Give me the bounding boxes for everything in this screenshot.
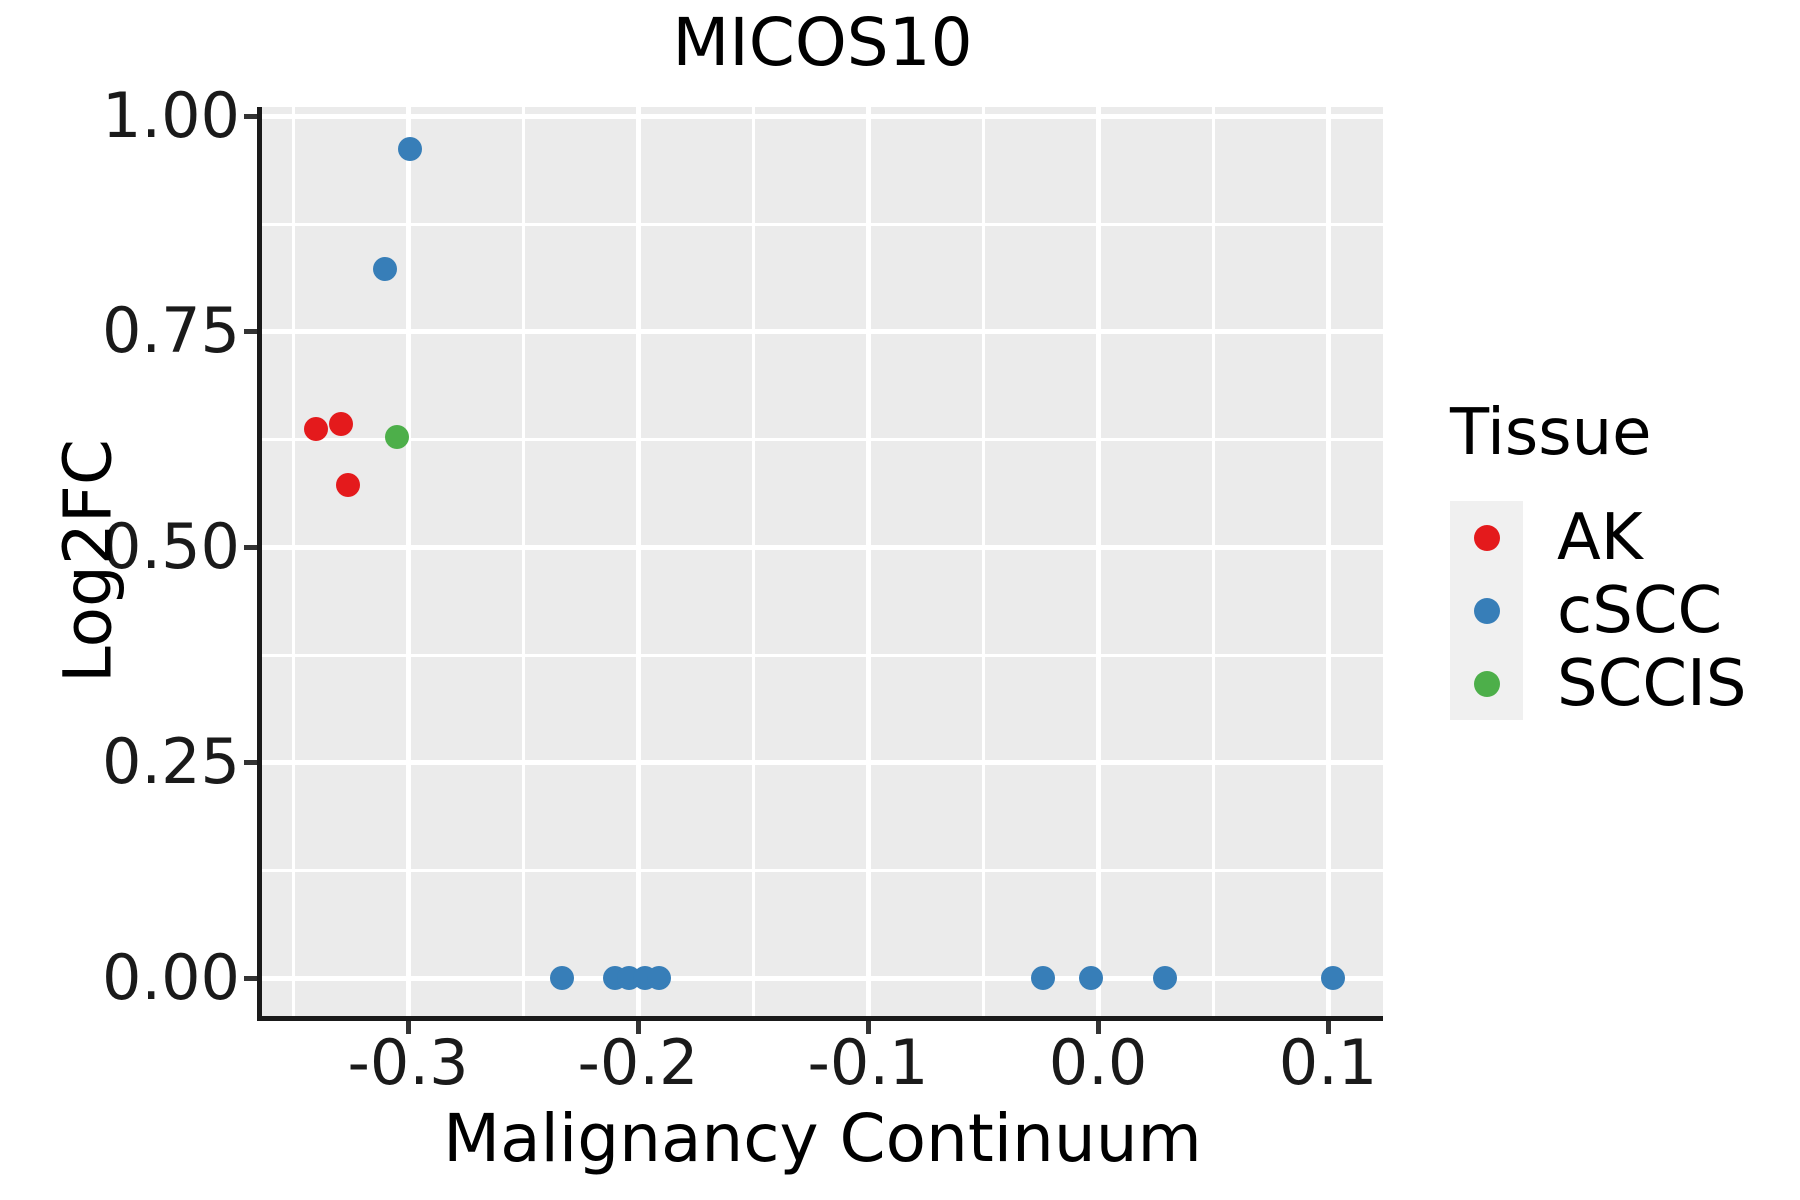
y-major-gridline	[262, 544, 1383, 550]
y-minor-gridline	[262, 653, 1383, 657]
legend-item-label: AK	[1557, 500, 1643, 575]
y-minor-gridline	[262, 438, 1383, 442]
legend-item-ak: AK	[1450, 500, 1747, 575]
x-major-gridline	[866, 107, 872, 1016]
legend-title: Tissue	[1450, 396, 1652, 470]
x-tick	[636, 1021, 642, 1034]
x-tick-label: -0.3	[347, 1026, 469, 1099]
y-axis-line	[257, 107, 262, 1021]
x-minor-gridline	[292, 107, 296, 1016]
y-tick-label: 1.00	[101, 78, 240, 152]
x-tick	[866, 1021, 872, 1034]
legend-dot-icon	[1473, 524, 1500, 551]
plot-title: MICOS10	[672, 4, 973, 81]
y-major-gridline	[262, 113, 1383, 119]
data-point-ak	[329, 411, 354, 436]
x-tick	[406, 1021, 412, 1034]
legend-key	[1450, 501, 1523, 575]
x-tick-label: 0.0	[1048, 1026, 1148, 1099]
legend-key	[1450, 647, 1523, 721]
data-point-cscc	[1030, 965, 1055, 990]
data-point-cscc	[373, 256, 398, 281]
x-tick-label: -0.1	[807, 1026, 929, 1099]
y-tick	[244, 975, 257, 981]
x-minor-gridline	[982, 107, 986, 1016]
x-minor-gridline	[752, 107, 756, 1016]
legend: Tissue AK cSCC SCCIS	[1450, 396, 1747, 721]
y-tick	[244, 544, 257, 550]
x-minor-gridline	[522, 107, 526, 1016]
y-minor-gridline	[262, 869, 1383, 873]
x-minor-gridline	[1212, 107, 1216, 1016]
y-tick	[244, 113, 257, 119]
y-tick-label: 0.50	[101, 509, 240, 583]
y-minor-gridline	[262, 222, 1383, 226]
y-tick-label: 0.75	[101, 294, 240, 368]
y-tick-label: 0.25	[101, 725, 240, 799]
legend-item-cscc: cSCC	[1450, 573, 1747, 648]
y-tick	[244, 329, 257, 335]
data-point-cscc	[646, 965, 671, 990]
x-tick-label: -0.2	[577, 1026, 699, 1099]
y-major-gridline	[262, 760, 1383, 766]
x-axis-line	[257, 1016, 1383, 1021]
data-point-ak	[304, 416, 329, 441]
legend-items: AK cSCC SCCIS	[1450, 500, 1747, 721]
data-point-cscc	[550, 965, 575, 990]
x-major-gridline	[636, 107, 642, 1016]
data-point-cscc	[1152, 965, 1177, 990]
legend-dot-icon	[1473, 597, 1500, 624]
x-tick	[1326, 1021, 1332, 1034]
data-point-cscc	[398, 136, 423, 161]
plot-panel	[262, 107, 1383, 1016]
data-point-sccis	[384, 425, 409, 450]
legend-item-label: cSCC	[1557, 573, 1723, 648]
y-major-gridline	[262, 329, 1383, 335]
x-major-gridline	[1096, 107, 1102, 1016]
legend-item-label: SCCIS	[1557, 646, 1747, 721]
data-point-cscc	[1079, 965, 1104, 990]
x-axis-title: Malignancy Continuum	[443, 1100, 1202, 1177]
legend-item-sccis: SCCIS	[1450, 646, 1747, 721]
y-axis-title: Log2FC	[49, 439, 127, 683]
x-major-gridline	[1326, 107, 1332, 1016]
data-point-ak	[336, 472, 361, 497]
legend-dot-icon	[1473, 670, 1500, 697]
x-major-gridline	[406, 107, 412, 1016]
x-tick	[1096, 1021, 1102, 1034]
y-tick	[244, 760, 257, 766]
data-point-cscc	[1320, 965, 1345, 990]
y-tick-label: 0.00	[101, 940, 240, 1014]
x-tick-label: 0.1	[1278, 1026, 1378, 1099]
legend-key	[1450, 574, 1523, 648]
y-major-gridline	[262, 975, 1383, 981]
